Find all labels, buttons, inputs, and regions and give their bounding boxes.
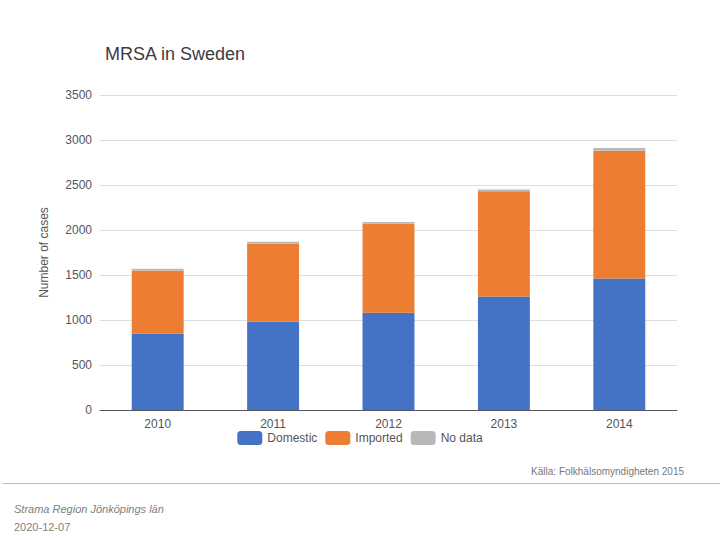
svg-text:No data: No data — [441, 431, 483, 445]
svg-text:MRSA in Sweden: MRSA in Sweden — [105, 44, 245, 64]
svg-text:2020-12-07: 2020-12-07 — [14, 521, 70, 533]
svg-text:Källa: Folkhälsomyndigheten 20: Källa: Folkhälsomyndigheten 2015 — [531, 466, 684, 477]
svg-text:2014: 2014 — [606, 417, 633, 431]
svg-text:2000: 2000 — [65, 223, 92, 237]
svg-text:2500: 2500 — [65, 178, 92, 192]
svg-text:3000: 3000 — [65, 133, 92, 147]
svg-text:0: 0 — [85, 403, 92, 417]
svg-text:2011: 2011 — [260, 417, 286, 431]
svg-text:1000: 1000 — [65, 313, 92, 327]
svg-text:2013: 2013 — [491, 417, 518, 431]
svg-text:Imported: Imported — [355, 431, 402, 445]
svg-text:3500: 3500 — [65, 88, 92, 102]
svg-text:2010: 2010 — [144, 417, 171, 431]
svg-text:Domestic: Domestic — [267, 431, 317, 445]
svg-text:Number of cases: Number of cases — [37, 207, 51, 298]
svg-text:500: 500 — [72, 358, 92, 372]
svg-text:2012: 2012 — [375, 417, 402, 431]
svg-text:1500: 1500 — [65, 268, 92, 282]
svg-text:Strama Region Jönköpings län: Strama Region Jönköpings län — [14, 503, 164, 515]
